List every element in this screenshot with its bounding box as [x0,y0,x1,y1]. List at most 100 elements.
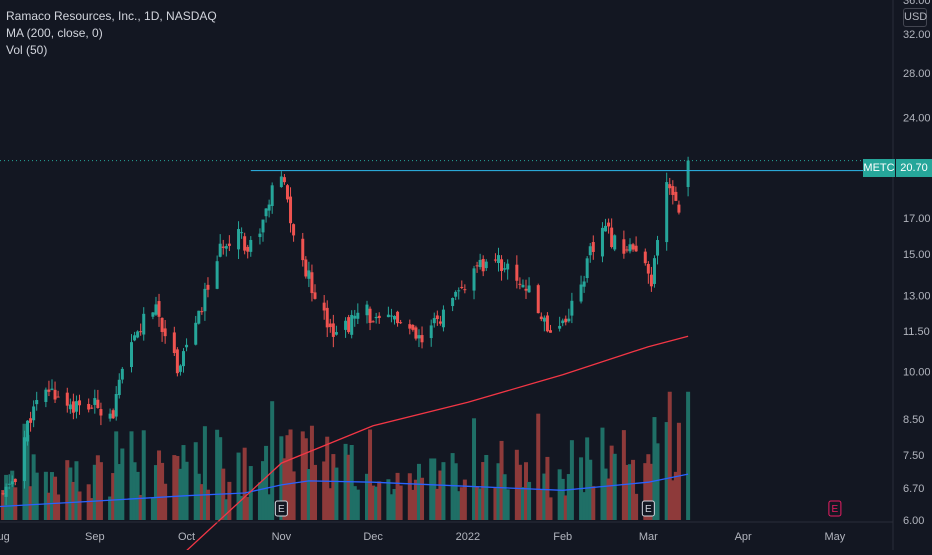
candle-body [142,313,146,335]
volume-indicator-label[interactable]: Vol (50) [6,43,48,57]
candle-body [175,349,179,374]
time-tick-label: Apr [735,531,752,543]
candle-body [686,160,690,188]
candle-body [35,400,39,405]
volume-bar [160,462,165,520]
volume-bar [450,453,455,520]
volume-bar [248,466,253,520]
ma-indicator-label[interactable]: MA (200, close, 0) [6,26,103,40]
volume-bar [609,445,614,520]
candle-body [350,314,354,335]
volume-bar [389,494,394,520]
volume-bar [517,464,522,520]
volume-bar [606,478,611,520]
candle-body [463,289,467,291]
earnings-marker[interactable]: E [641,500,655,517]
candle-body [472,268,476,291]
candle-body [500,259,504,272]
candle-body [646,264,650,274]
candle-body [289,196,293,224]
volume-bar [686,391,691,520]
volume-bar [407,473,412,520]
volume-bar [114,431,119,520]
volume-bar [43,471,48,520]
candle-body [172,332,176,353]
volume-bar [196,473,201,520]
volume-bar [31,454,36,520]
price-tick-label: 15.00 [903,249,931,261]
candle-body [454,291,458,297]
time-tick-label: Mar [639,531,658,543]
candle-body [677,204,681,213]
candle-body [356,312,360,319]
symbol-label: METC [863,159,895,177]
candle-body [539,316,543,320]
volume-bar [566,474,571,520]
candle-body [4,486,8,497]
volume-bar [627,464,632,520]
volume-bar [585,437,590,520]
volume-bar [13,487,18,520]
candle-body [22,437,26,482]
candle-body [668,184,672,189]
candle-body [282,177,286,183]
candle-body [527,285,531,293]
volume-bar [111,473,116,520]
volume-bar [153,465,158,520]
time-tick-label: Nov [272,531,292,543]
volume-bar [56,494,61,520]
volume-bar [539,489,544,520]
candle-body [607,222,611,227]
candle-body [108,413,112,419]
candle-body [588,246,592,256]
candle-body [240,232,244,234]
earnings-marker-box [274,500,288,517]
candle-body [579,284,583,302]
volume-bar [227,481,232,520]
candle-body [87,403,91,410]
candle-body [56,396,60,398]
volume-bar [129,431,134,520]
last-price-tag: METC 20.70 [863,159,932,177]
candle-body [451,297,455,307]
candle-body [78,400,82,406]
volume-bar [25,434,30,520]
volume-bar [438,470,443,520]
candle-body [478,259,482,268]
candle-body [347,317,351,333]
volume-bar [282,458,287,520]
volume-bar [215,429,220,520]
candle-body [484,261,488,269]
volume-bar [429,458,434,520]
volume-bar [28,486,33,520]
candle-body [322,302,326,311]
candle-body [393,315,397,320]
candle-body [203,288,207,312]
candle-body [246,246,250,252]
volume-bar [349,444,354,520]
volume-bar [71,481,76,520]
volume-bar [34,472,39,520]
volume-bar [514,449,519,520]
candle-body [44,389,48,402]
candle-body [130,342,134,368]
time-tick-label: Oct [178,531,195,543]
price-axis: 6.00 6.70 7.50 8.50 10.00 11.50 13.00 15.00 17.0… [903,0,931,527]
candle-body [561,320,565,324]
candle-body [313,292,317,299]
volume-bar [398,485,403,520]
volume-bar [368,429,373,520]
earnings-marker[interactable]: E [274,500,288,517]
candle-body [111,410,115,419]
volume-bar [108,496,113,520]
volume-bar [178,468,183,520]
earnings-marker[interactable]: E [828,500,842,517]
currency-button[interactable]: USD [903,8,927,27]
candle-body [542,317,546,322]
candle-body [185,344,189,348]
volume-bar [175,456,180,520]
candle-body [224,246,228,249]
volume-bar [7,486,12,520]
volume-bar [548,497,553,520]
